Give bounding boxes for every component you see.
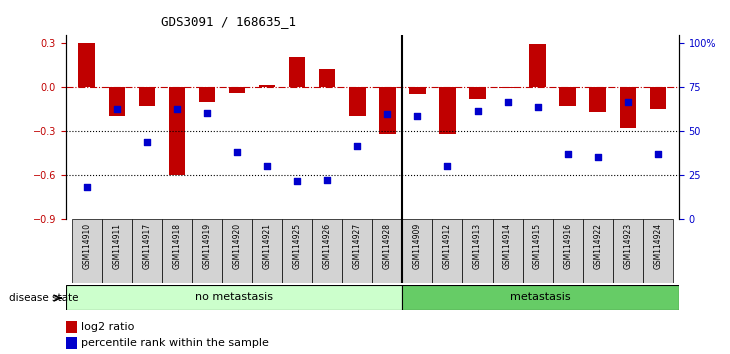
Text: GSM114923: GSM114923 xyxy=(623,223,632,269)
Bar xyxy=(499,87,516,88)
Bar xyxy=(319,69,336,87)
Text: GSM114915: GSM114915 xyxy=(533,223,542,269)
Point xyxy=(442,163,453,169)
Bar xyxy=(650,87,666,109)
Point xyxy=(231,149,243,155)
Text: GSM114927: GSM114927 xyxy=(353,223,362,269)
Text: GSM114926: GSM114926 xyxy=(323,223,331,269)
Bar xyxy=(139,87,155,106)
Bar xyxy=(199,87,215,102)
Bar xyxy=(162,219,192,283)
Bar xyxy=(228,87,245,93)
Point xyxy=(472,108,483,114)
Text: GSM114918: GSM114918 xyxy=(172,223,182,269)
Text: GSM114916: GSM114916 xyxy=(563,223,572,269)
Bar xyxy=(79,43,95,87)
Bar xyxy=(192,219,222,283)
Bar xyxy=(101,219,132,283)
Bar xyxy=(583,219,612,283)
Text: GSM114919: GSM114919 xyxy=(202,223,212,269)
Bar xyxy=(259,85,275,87)
Bar xyxy=(523,219,553,283)
Bar xyxy=(589,87,606,112)
Bar xyxy=(66,337,77,349)
Point xyxy=(291,179,303,184)
Point xyxy=(502,99,513,105)
Point xyxy=(351,143,363,149)
Bar xyxy=(402,219,432,283)
Point xyxy=(81,184,93,190)
Point xyxy=(261,164,273,169)
Point xyxy=(562,151,574,157)
Bar xyxy=(289,57,305,87)
Bar xyxy=(169,87,185,175)
Text: GSM114913: GSM114913 xyxy=(473,223,482,269)
Bar xyxy=(463,219,493,283)
Bar xyxy=(372,219,402,283)
Bar xyxy=(252,219,282,283)
Bar xyxy=(469,87,485,99)
Text: GSM114914: GSM114914 xyxy=(503,223,512,269)
Text: metastasis: metastasis xyxy=(510,292,571,302)
Bar xyxy=(402,285,679,310)
Bar xyxy=(66,285,402,310)
Point xyxy=(321,177,333,183)
Point xyxy=(141,139,153,144)
Bar xyxy=(349,87,366,116)
Point xyxy=(201,110,213,116)
Bar xyxy=(529,44,546,87)
Point xyxy=(652,151,664,157)
Bar xyxy=(439,87,456,134)
Text: GSM114909: GSM114909 xyxy=(413,223,422,269)
Text: GSM114920: GSM114920 xyxy=(233,223,242,269)
Text: GSM114924: GSM114924 xyxy=(653,223,662,269)
Text: GSM114912: GSM114912 xyxy=(443,223,452,269)
Point xyxy=(622,99,634,105)
Bar xyxy=(493,219,523,283)
Text: GSM114922: GSM114922 xyxy=(593,223,602,269)
Text: GSM114910: GSM114910 xyxy=(82,223,91,269)
Bar xyxy=(66,321,77,333)
Point xyxy=(382,112,393,117)
Bar xyxy=(620,87,636,128)
Point xyxy=(111,106,123,112)
Text: GSM114925: GSM114925 xyxy=(293,223,301,269)
Text: GSM114921: GSM114921 xyxy=(263,223,272,269)
Text: GSM114911: GSM114911 xyxy=(112,223,121,269)
Text: GSM114928: GSM114928 xyxy=(383,223,392,269)
Point xyxy=(171,106,182,112)
Bar xyxy=(553,219,583,283)
Bar xyxy=(282,219,312,283)
Text: GSM114917: GSM114917 xyxy=(142,223,151,269)
Text: GDS3091 / 168635_1: GDS3091 / 168635_1 xyxy=(161,15,296,28)
Point xyxy=(412,113,423,119)
Text: no metastasis: no metastasis xyxy=(195,292,273,302)
Bar xyxy=(312,219,342,283)
Bar xyxy=(222,219,252,283)
Text: percentile rank within the sample: percentile rank within the sample xyxy=(81,338,269,348)
Bar xyxy=(379,87,396,134)
Bar xyxy=(432,219,463,283)
Point xyxy=(531,104,543,110)
Bar xyxy=(612,219,643,283)
Point xyxy=(592,154,604,160)
Text: disease state: disease state xyxy=(9,293,79,303)
Bar xyxy=(643,219,673,283)
Bar xyxy=(109,87,125,116)
Bar xyxy=(559,87,576,106)
Bar xyxy=(132,219,162,283)
Bar xyxy=(72,219,101,283)
Bar xyxy=(409,87,426,94)
Bar xyxy=(342,219,372,283)
Text: log2 ratio: log2 ratio xyxy=(81,322,134,332)
